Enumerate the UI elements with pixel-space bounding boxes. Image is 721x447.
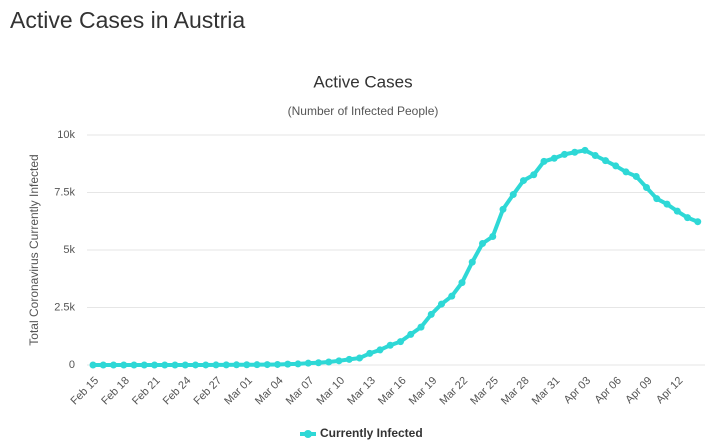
data-point	[192, 361, 199, 369]
data-point	[99, 361, 107, 369]
data-point	[366, 349, 374, 357]
data-point	[171, 361, 179, 369]
data-point	[632, 172, 640, 180]
data-point	[151, 361, 158, 369]
data-point	[243, 361, 251, 369]
data-point	[612, 162, 620, 170]
x-tick-label: Mar 22	[437, 375, 470, 408]
page-title: Active Cases in Austria	[10, 7, 245, 33]
data-point	[397, 338, 404, 346]
x-tick-label: Mar 25	[468, 375, 501, 408]
data-point	[571, 148, 579, 156]
x-tick-label: Feb 15	[68, 375, 101, 408]
data-point	[233, 361, 240, 369]
data-point	[643, 183, 650, 191]
y-tick-label: 5k	[63, 244, 75, 256]
data-point	[140, 361, 148, 369]
data-point	[479, 239, 486, 247]
chart-title: Active Cases	[313, 72, 412, 91]
data-point	[202, 361, 210, 369]
x-tick-label: Mar 13	[345, 375, 378, 408]
data-point	[181, 361, 189, 369]
data-point	[161, 361, 169, 369]
x-tick-label: Mar 10	[314, 375, 347, 408]
data-point	[263, 361, 271, 369]
data-point	[376, 346, 384, 354]
y-tick-label: 10k	[57, 129, 75, 141]
x-tick-label: Mar 28	[499, 375, 532, 408]
x-tick-label: Mar 01	[222, 375, 255, 408]
data-point	[417, 323, 425, 331]
data-point	[663, 200, 671, 208]
data-point	[427, 310, 435, 318]
data-point	[520, 177, 527, 185]
data-point	[284, 360, 292, 368]
x-tick-label: Mar 16	[376, 375, 409, 408]
data-point	[694, 218, 702, 226]
chart-subtitle: (Number of Infected People)	[288, 104, 439, 118]
data-point	[550, 154, 558, 162]
data-point	[294, 360, 302, 368]
x-tick-label: Mar 07	[284, 375, 317, 408]
data-point	[673, 207, 681, 215]
data-point	[212, 361, 220, 369]
y-tick-label: 7.5k	[54, 186, 75, 198]
data-point	[530, 171, 538, 179]
legend-label: Currently Infected	[320, 426, 423, 440]
series-line	[93, 148, 699, 367]
data-point	[356, 354, 363, 362]
data-point	[335, 357, 343, 365]
data-point	[304, 359, 312, 367]
data-point	[253, 361, 261, 369]
data-point	[622, 168, 630, 176]
data-point	[489, 232, 497, 240]
data-point	[581, 146, 589, 154]
x-tick-label: Feb 27	[191, 375, 224, 408]
data-point	[509, 191, 517, 199]
data-point	[438, 300, 445, 308]
data-point	[458, 279, 466, 287]
data-point	[448, 292, 456, 300]
data-point	[325, 358, 333, 366]
data-point	[407, 330, 415, 338]
data-point	[684, 214, 691, 222]
data-point	[499, 205, 507, 213]
x-tick-label: Feb 24	[161, 375, 194, 408]
x-tick-label: Feb 18	[99, 375, 132, 408]
x-tick-label: Mar 19	[407, 375, 440, 408]
data-point	[89, 361, 97, 369]
x-tick-label: Mar 04	[253, 375, 286, 408]
x-tick-label: Apr 12	[654, 375, 685, 406]
data-point	[561, 150, 568, 158]
x-tick-label: Feb 21	[130, 375, 163, 408]
x-tick-label: Apr 06	[593, 375, 624, 406]
data-point	[120, 361, 128, 369]
y-tick-label: 2.5k	[54, 301, 75, 313]
x-tick-label: Apr 03	[562, 375, 593, 406]
x-tick-label: Apr 09	[623, 375, 654, 406]
data-point	[468, 258, 476, 266]
legend-marker	[304, 430, 312, 438]
y-axis-label: Total Coronavirus Currently Infected	[27, 154, 41, 345]
data-point	[315, 359, 322, 367]
data-point	[345, 355, 353, 363]
data-point	[540, 157, 548, 165]
data-point	[222, 361, 230, 369]
data-point	[110, 361, 117, 369]
data-point	[274, 360, 281, 368]
data-point	[602, 157, 609, 165]
data-point	[591, 152, 599, 160]
data-point	[386, 341, 394, 349]
y-tick-label: 0	[69, 359, 75, 371]
data-point	[653, 195, 661, 203]
x-tick-label: Mar 31	[530, 375, 563, 408]
data-point	[130, 361, 138, 369]
